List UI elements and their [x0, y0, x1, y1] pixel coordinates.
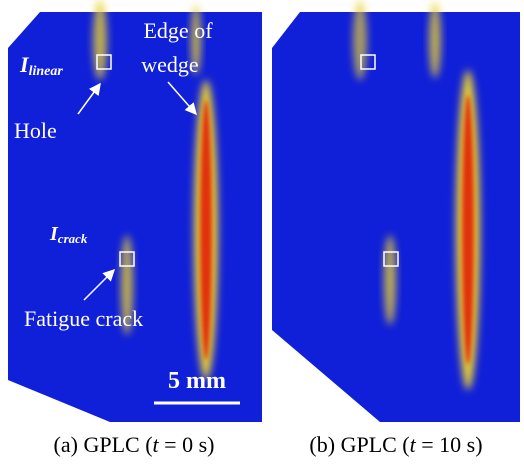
crack-label: Fatigue crack — [24, 306, 143, 331]
caption-a: (a) GPLC (t = 0 s) — [54, 432, 215, 457]
hole-label: Hole — [14, 118, 57, 143]
figure: Ilinear Hole Edge of wedge Icrack Fatigu… — [0, 0, 524, 464]
edge-label: wedge — [141, 52, 198, 77]
edge-label: Edge of — [143, 18, 213, 43]
panel-b — [272, 0, 520, 422]
caption-b: (b) GPLC (t = 10 s) — [309, 432, 482, 457]
scale-label: 5 mm — [168, 368, 226, 394]
